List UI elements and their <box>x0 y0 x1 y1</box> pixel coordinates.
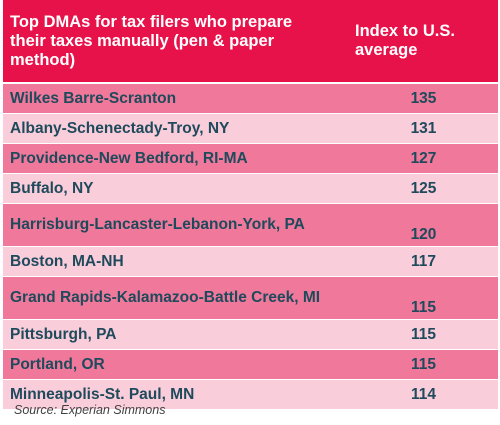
index-value-cell: 131 <box>333 112 498 143</box>
index-value-cell: 114 <box>333 378 498 409</box>
source-note: Source: Experian Simmons <box>14 403 166 417</box>
index-value-cell: 120 <box>333 202 498 246</box>
table-row: Wilkes Barre-Scranton 135 <box>3 82 498 113</box>
header-dma: Top DMAs for tax filers who prepare thei… <box>3 0 333 84</box>
dma-name-cell: Minneapolis-St. Paul, MN <box>3 378 333 409</box>
dma-name-cell: Buffalo, NY <box>3 172 333 203</box>
index-value-cell: 125 <box>333 172 498 203</box>
dma-name-cell: Grand Rapids-Kalamazoo-Battle Creek, MI <box>3 275 333 319</box>
header-index: Index to U.S. average <box>333 0 498 84</box>
dma-name-cell: Boston, MA-NH <box>3 245 333 276</box>
table-row: Harrisburg-Lancaster-Lebanon-York, PA 120 <box>3 202 498 246</box>
table-row: Grand Rapids-Kalamazoo-Battle Creek, MI 1… <box>3 275 498 319</box>
index-value-cell: 115 <box>333 318 498 349</box>
index-value-cell: 135 <box>333 82 498 113</box>
table-row: Albany-Schenectady-Troy, NY 131 <box>3 112 498 143</box>
dma-name-cell: Albany-Schenectady-Troy, NY <box>3 112 333 143</box>
dma-name-cell: Portland, OR <box>3 348 333 379</box>
dma-name-cell: Pittsburgh, PA <box>3 318 333 349</box>
table-row: Buffalo, NY 125 <box>3 172 498 203</box>
table-row: Providence-New Bedford, RI-MA 127 <box>3 142 498 173</box>
dma-name-cell: Providence-New Bedford, RI-MA <box>3 142 333 173</box>
index-value-cell: 127 <box>333 142 498 173</box>
index-value-cell: 115 <box>333 275 498 319</box>
table-row: Portland, OR 115 <box>3 348 498 379</box>
table-body: Wilkes Barre-Scranton 135 Albany-Schenecta… <box>3 82 498 409</box>
dma-name-cell: Harrisburg-Lancaster-Lebanon-York, PA <box>3 202 333 246</box>
index-value-cell: 117 <box>333 245 498 276</box>
table-row: Boston, MA-NH 117 <box>3 245 498 276</box>
dma-name-cell: Wilkes Barre-Scranton <box>3 82 333 113</box>
table-header-row: Top DMAs for tax filers who prepare thei… <box>3 0 498 84</box>
table-row: Pittsburgh, PA 115 <box>3 318 498 349</box>
table-row: Minneapolis-St. Paul, MN 114 <box>3 378 498 409</box>
dma-index-table: Top DMAs for tax filers who prepare thei… <box>3 0 498 409</box>
index-value-cell: 115 <box>333 348 498 379</box>
